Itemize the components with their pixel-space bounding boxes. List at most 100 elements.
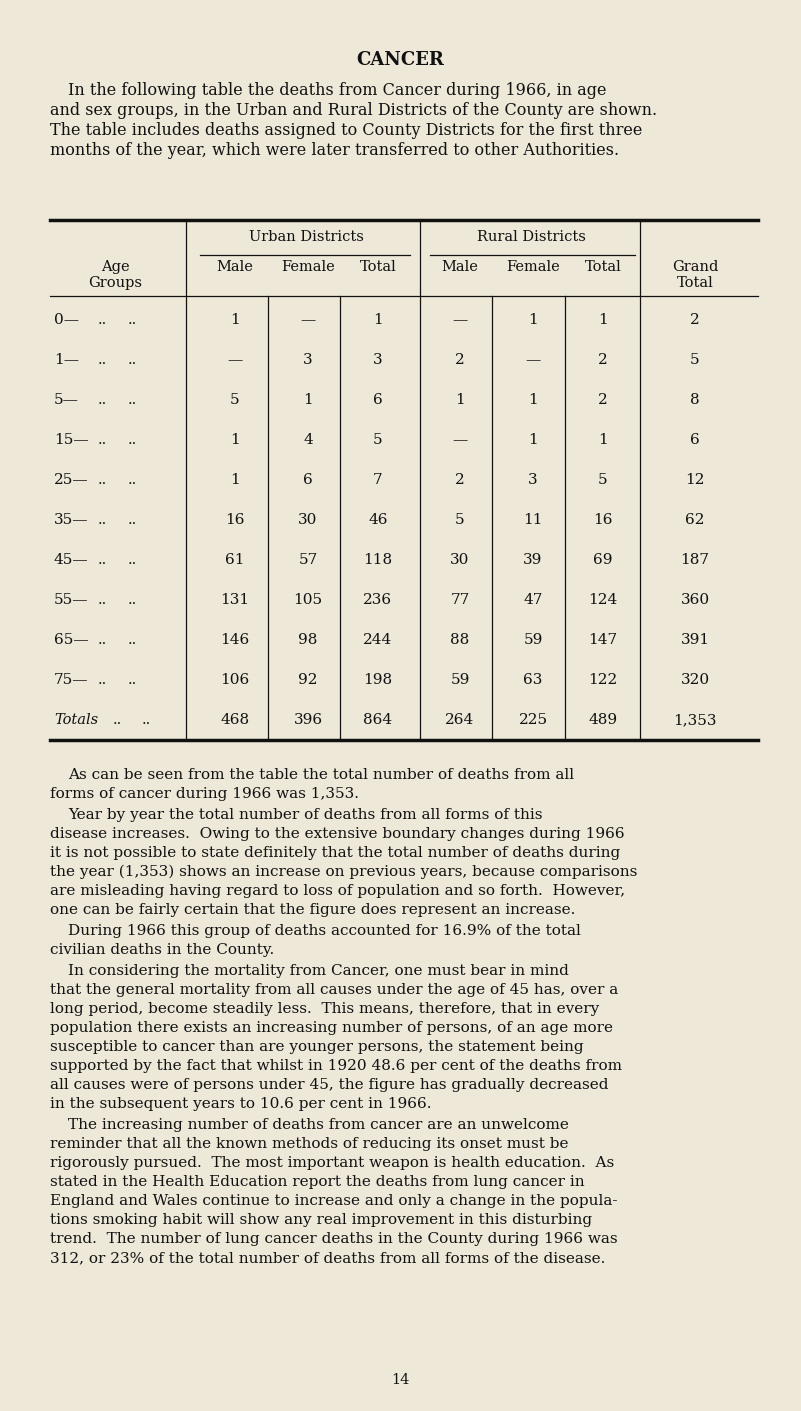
Text: 1: 1 — [230, 433, 239, 447]
Text: ..: .. — [128, 553, 137, 567]
Text: it is not possible to state definitely that the total number of deaths during: it is not possible to state definitely t… — [50, 847, 620, 859]
Text: 14: 14 — [392, 1373, 409, 1387]
Text: 122: 122 — [589, 673, 618, 687]
Text: supported by the fact that whilst in 1920 48.6 per cent of the deaths from: supported by the fact that whilst in 192… — [50, 1060, 622, 1072]
Text: ..: .. — [128, 394, 137, 406]
Text: 124: 124 — [589, 593, 618, 607]
Text: that the general mortality from all causes under the age of 45 has, over a: that the general mortality from all caus… — [50, 983, 618, 998]
Text: 1: 1 — [598, 433, 608, 447]
Text: 106: 106 — [220, 673, 250, 687]
Text: ..: .. — [98, 394, 107, 406]
Text: 5: 5 — [373, 433, 383, 447]
Text: ..: .. — [128, 313, 137, 327]
Text: 236: 236 — [364, 593, 392, 607]
Text: 5—: 5— — [54, 394, 78, 406]
Text: 8: 8 — [690, 394, 700, 406]
Text: forms of cancer during 1966 was 1,353.: forms of cancer during 1966 was 1,353. — [50, 787, 359, 801]
Text: 1: 1 — [528, 433, 538, 447]
Text: are misleading having regard to loss of population and so forth.  However,: are misleading having regard to loss of … — [50, 885, 625, 897]
Text: Male: Male — [441, 260, 478, 274]
Text: Year by year the total number of deaths from all forms of this: Year by year the total number of deaths … — [68, 809, 542, 823]
Text: ..: .. — [128, 593, 137, 607]
Text: 65—: 65— — [54, 634, 89, 648]
Text: 864: 864 — [364, 713, 392, 727]
Text: Urban Districts: Urban Districts — [249, 230, 364, 244]
Text: Male: Male — [216, 260, 253, 274]
Text: stated in the Health Education report the deaths from lung cancer in: stated in the Health Education report th… — [50, 1175, 585, 1189]
Text: 3: 3 — [528, 473, 537, 487]
Text: 5: 5 — [230, 394, 239, 406]
Text: civilian deaths in the County.: civilian deaths in the County. — [50, 943, 274, 957]
Text: 88: 88 — [450, 634, 469, 648]
Text: 1: 1 — [373, 313, 383, 327]
Text: ..: .. — [128, 634, 137, 648]
Text: CANCER: CANCER — [356, 51, 445, 69]
Text: In the following table the deaths from Cancer during 1966, in age: In the following table the deaths from C… — [68, 82, 606, 99]
Text: 3: 3 — [304, 353, 313, 367]
Text: England and Wales continue to increase and only a change in the popula-: England and Wales continue to increase a… — [50, 1194, 618, 1208]
Text: In considering the mortality from Cancer, one must bear in mind: In considering the mortality from Cancer… — [68, 964, 569, 978]
Text: —: — — [525, 353, 541, 367]
Text: 75—: 75— — [54, 673, 88, 687]
Text: long period, become steadily less.  This means, therefore, that in every: long period, become steadily less. This … — [50, 1002, 599, 1016]
Text: 1: 1 — [455, 394, 465, 406]
Text: 1—: 1— — [54, 353, 79, 367]
Text: 2: 2 — [598, 394, 608, 406]
Text: ..: .. — [98, 473, 107, 487]
Text: ..: .. — [128, 514, 137, 526]
Text: ..: .. — [98, 313, 107, 327]
Text: ..: .. — [128, 433, 137, 447]
Text: 225: 225 — [518, 713, 548, 727]
Text: 396: 396 — [293, 713, 323, 727]
Text: 2: 2 — [455, 473, 465, 487]
Text: 1: 1 — [303, 394, 313, 406]
Text: 6: 6 — [690, 433, 700, 447]
Text: 1: 1 — [528, 394, 538, 406]
Text: Rural Districts: Rural Districts — [477, 230, 586, 244]
Text: 1: 1 — [230, 473, 239, 487]
Text: 15—: 15— — [54, 433, 89, 447]
Text: 2: 2 — [598, 353, 608, 367]
Text: ..: .. — [98, 634, 107, 648]
Text: 3: 3 — [373, 353, 383, 367]
Text: population there exists an increasing number of persons, of an age more: population there exists an increasing nu… — [50, 1022, 613, 1036]
Text: Female: Female — [281, 260, 335, 274]
Text: 264: 264 — [445, 713, 475, 727]
Text: ..: .. — [128, 473, 137, 487]
Text: one can be fairly certain that the figure does represent an increase.: one can be fairly certain that the figur… — [50, 903, 575, 917]
Text: 25—: 25— — [54, 473, 89, 487]
Text: 489: 489 — [589, 713, 618, 727]
Text: 131: 131 — [220, 593, 250, 607]
Text: ..: .. — [98, 353, 107, 367]
Text: 5: 5 — [690, 353, 700, 367]
Text: ..: .. — [98, 433, 107, 447]
Text: rigorously pursued.  The most important weapon is health education.  As: rigorously pursued. The most important w… — [50, 1156, 614, 1170]
Text: ..: .. — [142, 713, 151, 727]
Text: 98: 98 — [298, 634, 318, 648]
Text: Grand
Total: Grand Total — [672, 260, 718, 291]
Text: —: — — [453, 313, 468, 327]
Text: —: — — [227, 353, 243, 367]
Text: 5: 5 — [455, 514, 465, 526]
Text: 312, or 23% of the total number of deaths from all forms of the disease.: 312, or 23% of the total number of death… — [50, 1252, 606, 1266]
Text: 47: 47 — [523, 593, 543, 607]
Text: and sex groups, in the Urban and Rural Districts of the County are shown.: and sex groups, in the Urban and Rural D… — [50, 102, 657, 119]
Text: 244: 244 — [364, 634, 392, 648]
Text: 62: 62 — [685, 514, 705, 526]
Text: ..: .. — [113, 713, 123, 727]
Text: 46: 46 — [368, 514, 388, 526]
Text: 77: 77 — [450, 593, 469, 607]
Text: 146: 146 — [220, 634, 250, 648]
Text: —: — — [300, 313, 316, 327]
Text: in the subsequent years to 10.6 per cent in 1966.: in the subsequent years to 10.6 per cent… — [50, 1096, 432, 1110]
Text: —: — — [453, 433, 468, 447]
Text: 320: 320 — [680, 673, 710, 687]
Text: trend.  The number of lung cancer deaths in the County during 1966 was: trend. The number of lung cancer deaths … — [50, 1232, 618, 1246]
Text: reminder that all the known methods of reducing its onset must be: reminder that all the known methods of r… — [50, 1137, 569, 1151]
Text: susceptible to cancer than are younger persons, the statement being: susceptible to cancer than are younger p… — [50, 1040, 584, 1054]
Text: 16: 16 — [594, 514, 613, 526]
Text: 39: 39 — [523, 553, 543, 567]
Text: 7: 7 — [373, 473, 383, 487]
Text: 360: 360 — [680, 593, 710, 607]
Text: Totals: Totals — [54, 713, 99, 727]
